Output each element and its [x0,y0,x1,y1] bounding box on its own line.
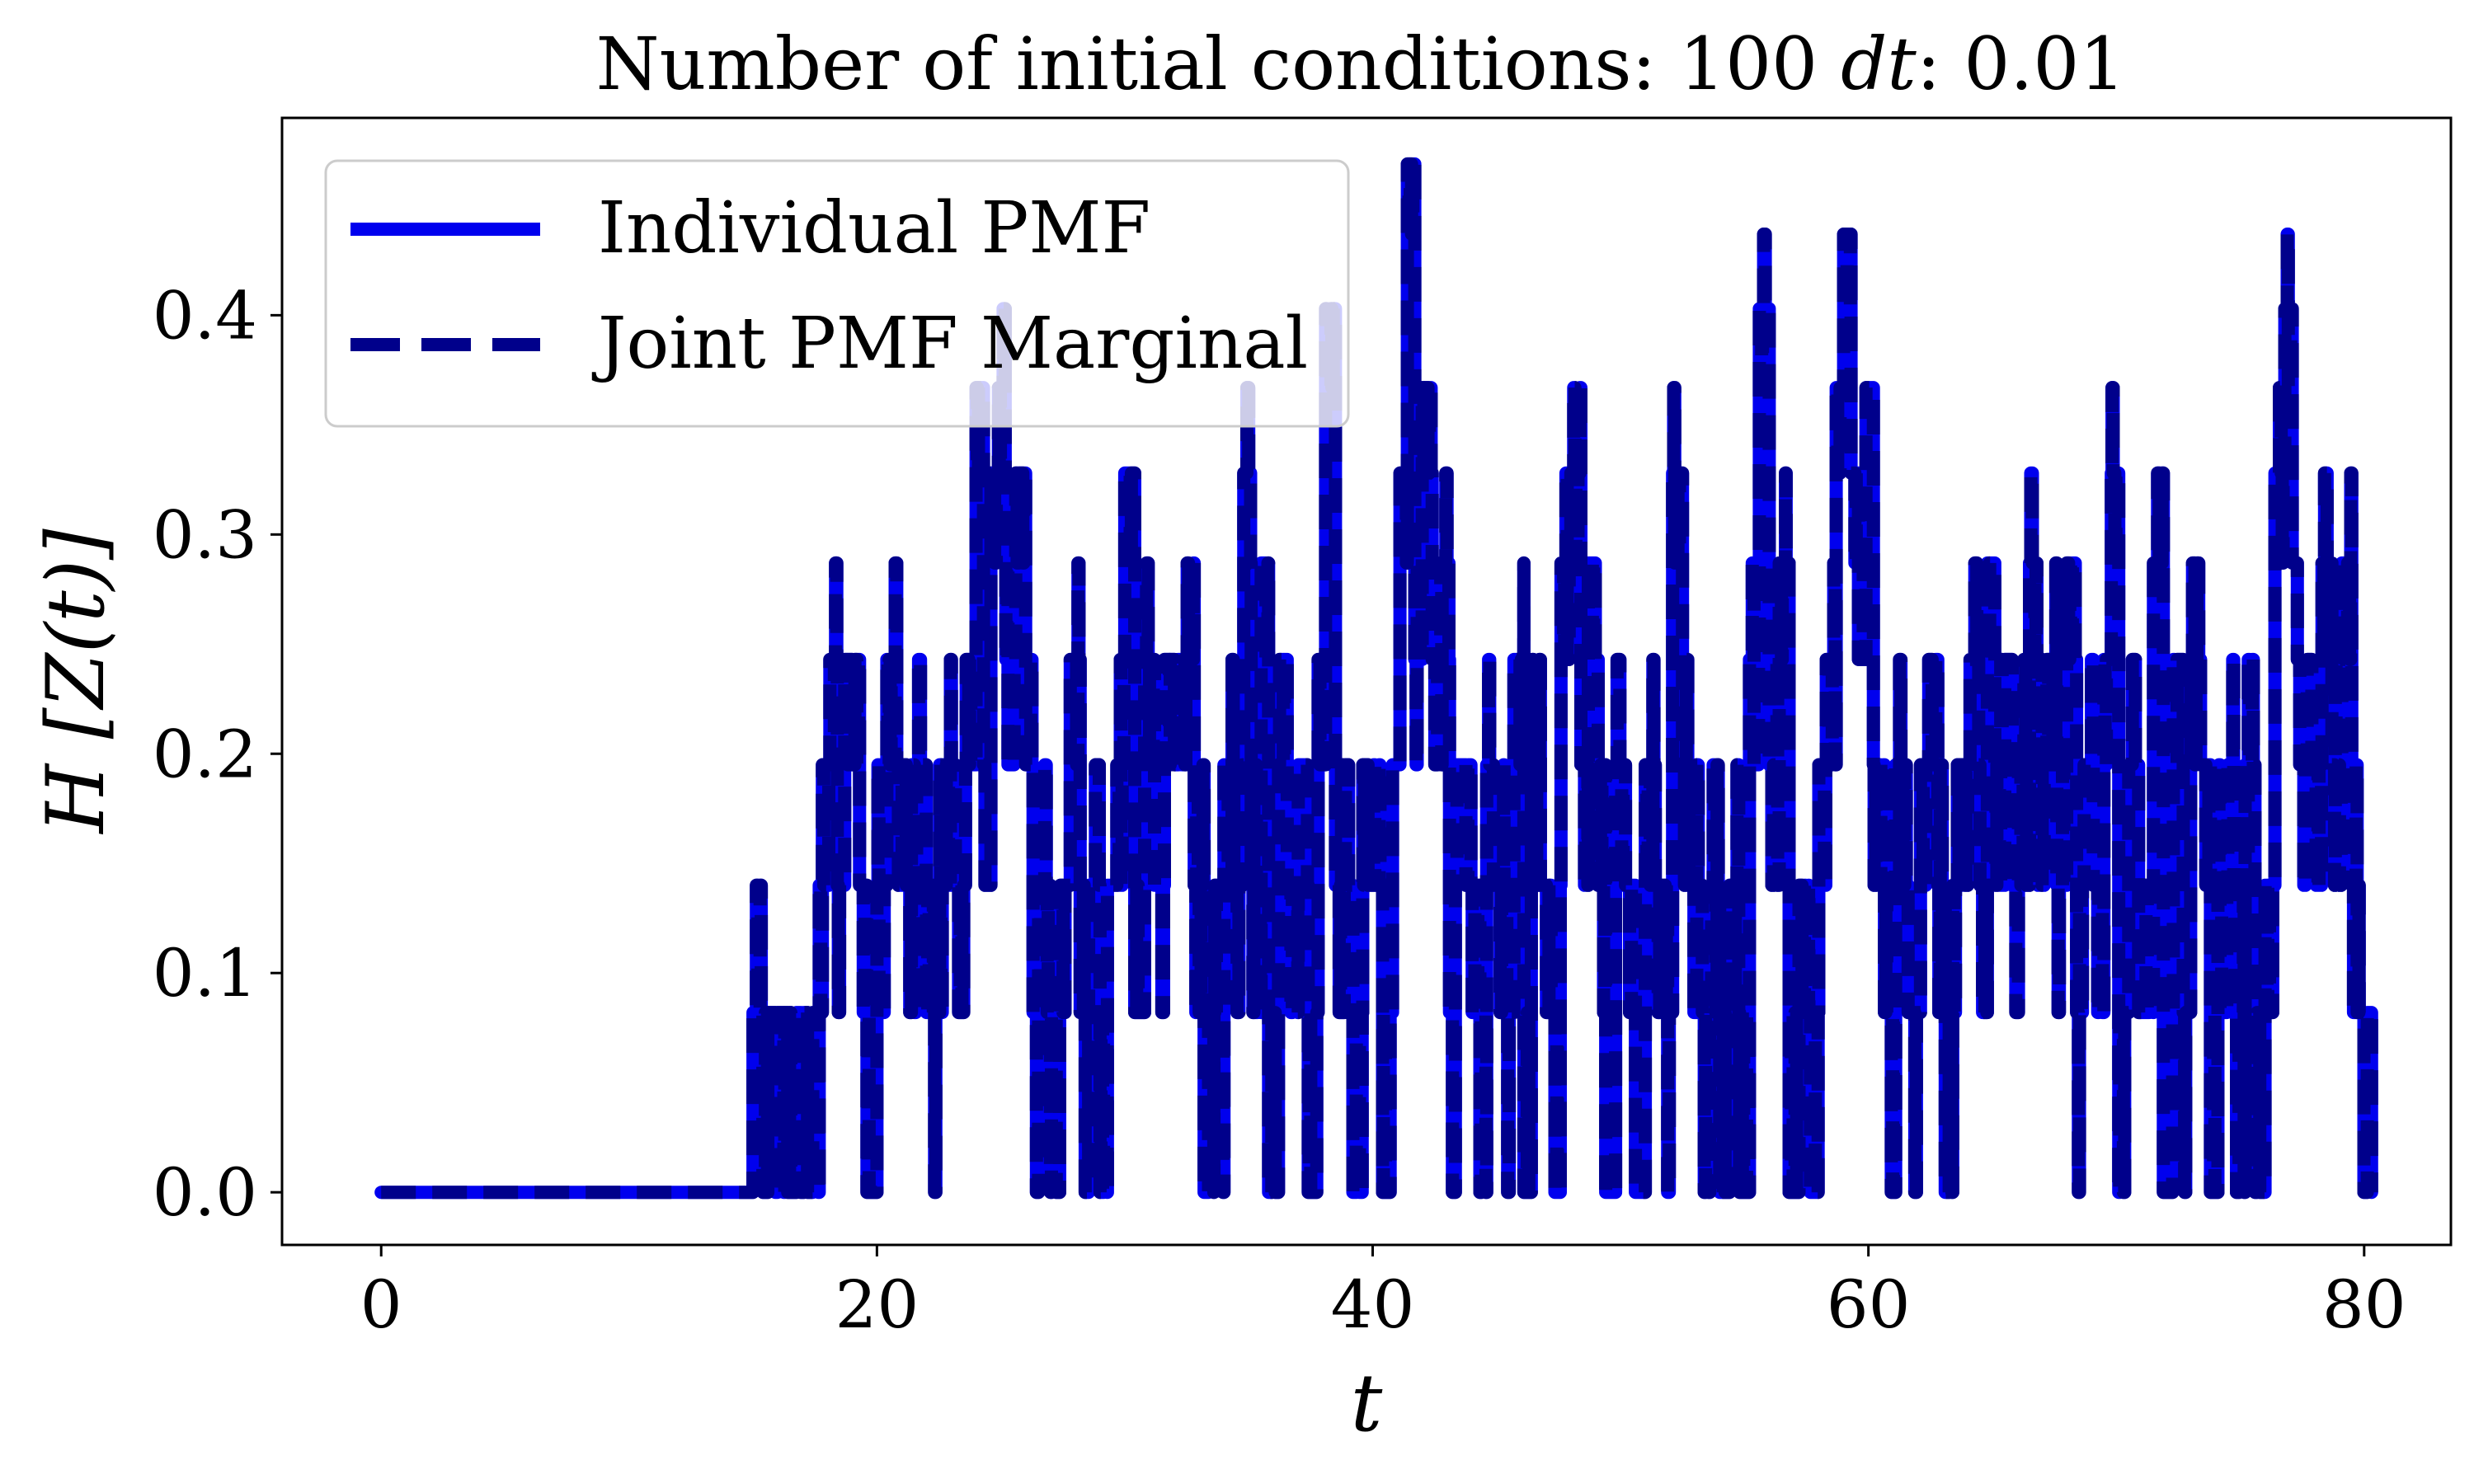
y-tick-label: 0.1 [153,935,257,1012]
chart-title: Number of initial conditions: 100 dt: 0.… [596,21,2126,106]
plot-frame [280,116,2453,1247]
y-tick-label: 0.4 [153,277,257,354]
legend-label-joint: Joint PMF Marginal [591,303,1308,385]
title-tail: : 0.01 [1917,21,2126,106]
x-tick-label: 20 [835,1266,919,1343]
legend-label-individual: Individual PMF [598,187,1150,270]
title-lead: Number of initial conditions: 100 [596,21,1841,106]
x-tick-label: 80 [2322,1266,2406,1343]
y-axis: 0.0 0.1 0.2 0.3 0.4 [153,277,282,1231]
legend-box [324,159,1350,428]
y-tick-label: 0.2 [153,716,257,792]
title-symbol: dt [1841,21,1917,106]
y-tick-label: 0.3 [153,496,257,573]
x-tick-label: 40 [1331,1266,1415,1343]
plot-lines [374,157,2378,1200]
x-tick-label: 0 [360,1266,402,1343]
x-tick-label: 60 [1827,1266,1911,1343]
y-tick-label: 0.0 [153,1154,257,1231]
series-joint-pmf-marginal [381,157,2378,1200]
x-axis: 0 20 40 60 80 [360,1245,2406,1343]
legend: Individual PMF Joint PMF Marginal [324,159,1350,428]
y-axis-label: H [Z(t)] [30,528,122,835]
x-axis-label: t [1351,1357,1383,1449]
